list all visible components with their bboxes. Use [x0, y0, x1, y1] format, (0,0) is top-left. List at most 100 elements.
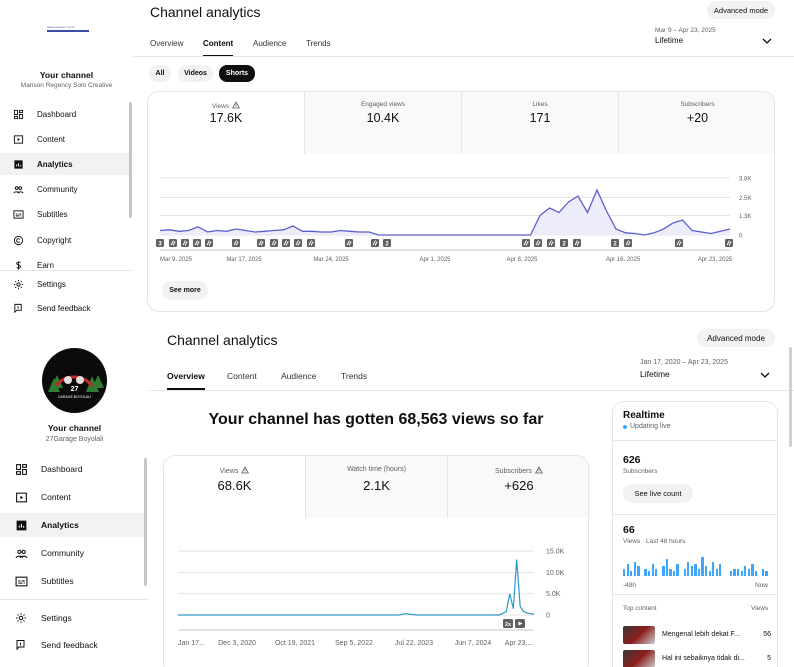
sidebar-item-community[interactable]: Community — [0, 179, 129, 201]
video-marker-icon[interactable] — [282, 239, 290, 247]
video-count-marker[interactable]: 2 — [611, 239, 619, 247]
video-count-marker[interactable]: 2 — [383, 239, 391, 247]
video-marker-icon[interactable] — [675, 239, 683, 247]
tab-overview[interactable]: Overview — [167, 371, 205, 390]
tab-content[interactable]: Content — [203, 39, 234, 57]
video-marker-icon[interactable] — [193, 239, 201, 247]
sidebar-item-subtitles[interactable]: Subtitles — [0, 569, 144, 593]
video-count-marker[interactable]: 2x — [503, 619, 513, 628]
page-scrollbar[interactable] — [789, 347, 792, 447]
advanced-mode-button[interactable]: Advanced mode — [697, 329, 775, 347]
realtime-bar[interactable] — [747, 568, 750, 576]
realtime-bar[interactable] — [719, 564, 722, 576]
video-count-marker[interactable]: 3 — [156, 239, 164, 247]
realtime-bar[interactable] — [697, 568, 701, 576]
realtime-bar[interactable] — [676, 564, 679, 576]
see-live-count-button[interactable]: See live count — [623, 484, 693, 503]
sidebar-item-settings[interactable]: Settings — [0, 609, 149, 627]
video-marker-icon[interactable] — [345, 239, 353, 247]
video-marker-icon[interactable] — [294, 239, 302, 247]
sidebar-item-settings[interactable]: Settings — [0, 276, 133, 292]
sidebar-item-send-feedback[interactable]: Send feedback — [0, 636, 149, 654]
realtime-bar[interactable] — [672, 571, 676, 576]
video-marker-icon[interactable] — [624, 239, 632, 247]
top-content-row[interactable]: Mengenal lebih dekat F... 56 — [623, 626, 773, 644]
realtime-bar[interactable] — [647, 571, 651, 576]
realtime-bar[interactable] — [655, 568, 658, 576]
metric-tab-subscribers[interactable]: Subscribers +626 — [448, 456, 588, 518]
metric-tab-subscribers[interactable]: Subscribers +20 — [619, 92, 774, 154]
video-marker-icon[interactable] — [257, 239, 265, 247]
top-content-row[interactable]: Hal ini sebaiknya tidak di... 5 — [623, 650, 773, 667]
sidebar-scrollbar[interactable] — [129, 102, 132, 218]
video-marker-icon[interactable] — [232, 239, 240, 247]
metric-tab-views[interactable]: Views 17.6K — [148, 92, 305, 154]
metric-tab-engaged-views[interactable]: Engaged views 10.4K — [305, 92, 462, 154]
sidebar-item-dashboard[interactable]: Dashboard — [0, 457, 144, 481]
realtime-bar[interactable] — [701, 556, 704, 576]
realtime-bar[interactable] — [712, 561, 715, 576]
video-marker-icon[interactable] — [181, 239, 189, 247]
sidebar-item-analytics[interactable]: Analytics — [0, 153, 129, 176]
chevron-down-icon[interactable] — [760, 366, 770, 384]
realtime-bar[interactable] — [687, 561, 690, 576]
realtime-bar[interactable] — [633, 561, 637, 576]
video-marker-icon[interactable] — [573, 239, 581, 247]
realtime-bar[interactable] — [665, 559, 669, 576]
video-marker-icon[interactable] — [725, 239, 733, 247]
advanced-mode-button[interactable]: Advanced mode — [707, 1, 775, 19]
tab-content[interactable]: Content — [227, 371, 257, 381]
realtime-bar[interactable] — [669, 568, 672, 576]
realtime-bar[interactable] — [630, 571, 633, 576]
video-marker-icon[interactable] — [205, 239, 213, 247]
filter-chip-videos[interactable]: Videos — [178, 65, 213, 82]
video-marker-icon[interactable] — [534, 239, 542, 247]
filter-chip-shorts[interactable]: Shorts — [219, 65, 255, 82]
sidebar-item-content[interactable]: Content — [0, 128, 129, 150]
video-marker-icon[interactable] — [169, 239, 177, 247]
realtime-bar[interactable] — [644, 568, 647, 576]
tab-trends[interactable]: Trends — [306, 39, 331, 48]
video-marker-icon[interactable] — [270, 239, 278, 247]
realtime-bar[interactable] — [761, 568, 765, 576]
see-more-button[interactable]: See more — [162, 281, 208, 300]
tab-overview[interactable]: Overview — [150, 39, 184, 48]
realtime-bar[interactable] — [708, 571, 711, 576]
metric-tab-views[interactable]: Views 68.6K — [164, 456, 306, 518]
sidebar-item-subtitles[interactable]: Subtitles — [0, 204, 129, 226]
video-marker-icon[interactable] — [371, 239, 379, 247]
sidebar-scrollbar[interactable] — [144, 458, 147, 586]
metric-tab-watch-time-hours[interactable]: Watch time (hours) 2.1K — [306, 456, 448, 518]
realtime-bar[interactable] — [729, 571, 733, 576]
realtime-bar[interactable] — [662, 566, 665, 576]
realtime-bar[interactable] — [733, 568, 736, 576]
sidebar-item-copyright[interactable]: Copyright — [0, 229, 129, 251]
sidebar-item-community[interactable]: Community — [0, 541, 144, 565]
metric-tab-likes[interactable]: Likes 171 — [462, 92, 619, 154]
realtime-bar[interactable] — [737, 568, 740, 576]
tab-audience[interactable]: Audience — [253, 39, 287, 48]
filter-chip-all[interactable]: All — [149, 65, 171, 82]
realtime-bar[interactable] — [651, 564, 654, 576]
realtime-bar[interactable] — [623, 568, 626, 576]
realtime-bar[interactable] — [690, 566, 694, 576]
realtime-bar[interactable] — [637, 566, 640, 576]
sidebar-item-send-feedback[interactable]: Send feedback — [0, 300, 133, 316]
realtime-bar[interactable] — [694, 564, 697, 576]
sidebar-item-analytics[interactable]: Analytics — [0, 513, 144, 537]
tab-audience[interactable]: Audience — [281, 371, 317, 381]
realtime-bar[interactable] — [765, 571, 768, 576]
sidebar-item-earn[interactable]: Earn — [0, 254, 129, 276]
realtime-bar[interactable] — [744, 566, 747, 576]
video-play-marker-icon[interactable] — [515, 619, 525, 628]
realtime-bar[interactable] — [715, 568, 718, 576]
realtime-bar[interactable] — [704, 566, 708, 576]
tab-trends[interactable]: Trends — [341, 371, 368, 381]
chevron-down-icon[interactable] — [762, 32, 772, 50]
video-marker-icon[interactable] — [547, 239, 555, 247]
sidebar-item-dashboard[interactable]: Dashboard — [0, 103, 129, 125]
video-marker-icon[interactable] — [307, 239, 315, 247]
video-marker-icon[interactable] — [522, 239, 530, 247]
sidebar-item-content[interactable]: Content — [0, 485, 144, 509]
realtime-bar[interactable] — [626, 564, 629, 576]
